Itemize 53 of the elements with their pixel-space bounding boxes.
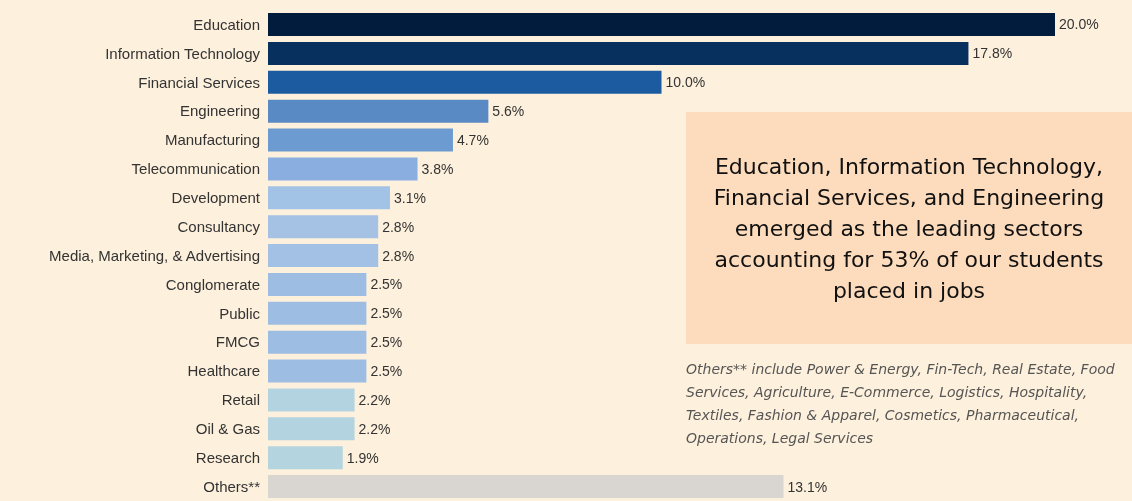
bar [268, 388, 355, 412]
bar [268, 244, 379, 268]
data-label: 2.5% [370, 305, 403, 322]
bar [268, 417, 355, 441]
data-label: 5.6% [492, 103, 525, 120]
y-tick-label: Information Technology [105, 44, 261, 62]
y-tick-label: Education [193, 15, 260, 33]
data-label: 2.5% [370, 276, 403, 293]
text-card: Education, Information Technology, Financial Services, and Engineering emerged as the leading sectors accounting for 53% of our students placed in jobs [686, 112, 1132, 344]
bar [268, 186, 390, 210]
bar [268, 215, 379, 239]
bar [268, 301, 367, 325]
bar [268, 272, 367, 296]
y-tick-label: Others** [203, 477, 261, 495]
bar [268, 99, 489, 123]
bar [268, 13, 1055, 36]
data-label: 17.8% [972, 45, 1013, 62]
data-label: 2.2% [358, 420, 391, 437]
y-tick-label: Financial Services [138, 73, 260, 91]
bar [268, 157, 418, 181]
y-tick-label: Manufacturing [164, 131, 260, 149]
y-tick-label: Healthcare [187, 362, 260, 380]
data-label: 2.5% [370, 363, 403, 380]
y-tick-label: Development [171, 189, 261, 207]
data-label: 2.2% [358, 391, 391, 408]
data-label: 3.8% [421, 160, 454, 177]
bar [268, 330, 367, 354]
bar [268, 128, 453, 152]
y-tick-label: Retail [221, 391, 260, 409]
data-label: 2.5% [370, 334, 403, 351]
bar [268, 475, 784, 499]
data-label: 1.9% [346, 449, 379, 466]
y-tick-label: Conglomerate [165, 275, 260, 293]
data-label: 3.1% [393, 189, 426, 206]
bar [268, 446, 343, 470]
data-label: 20.0% [1059, 16, 1099, 33]
data-label: 4.7% [456, 132, 489, 148]
data-label: 10.0% [665, 74, 706, 91]
y-tick-label: FMCG [215, 333, 260, 351]
y-tick-label: Research [195, 449, 260, 466]
y-tick-label: Media, Marketing, & Advertising [49, 246, 260, 264]
data-label: 2.8% [382, 247, 415, 264]
y-tick-label: Engineering [179, 102, 260, 120]
bar [268, 70, 662, 94]
y-tick-label: Oil & Gas [195, 420, 260, 438]
y-tick-label: Telecommunication [131, 160, 260, 178]
bar [268, 41, 969, 65]
annotation: Others** include Power & Energy, Fin-Tech, Real Estate, Food Services, Agriculture, E-Commerce, Logistics, Hospitality, Textiles, Fashion & Apparel, Cosmetics, Pharmaceutical, Operations, Legal Services [686, 360, 1116, 448]
y-tick-label: Public [219, 304, 261, 322]
data-label: 13.1% [787, 478, 828, 495]
data-label: 2.8% [382, 218, 415, 235]
bar [268, 359, 367, 383]
y-tick-label: Consultancy [177, 217, 261, 235]
